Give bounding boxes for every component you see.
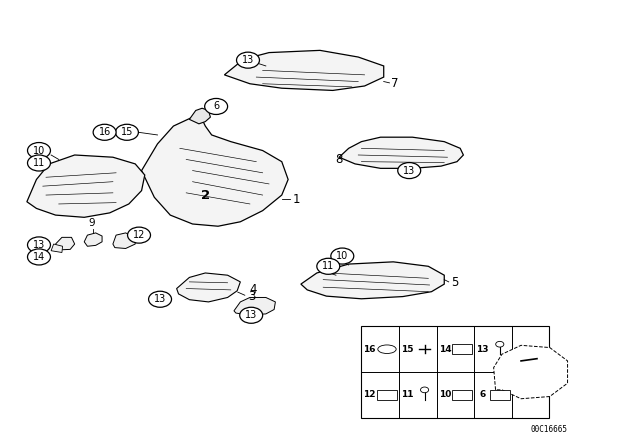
Polygon shape [141,117,288,226]
Bar [377,390,397,400]
Circle shape [28,142,51,159]
Polygon shape [27,155,145,217]
Polygon shape [225,50,384,90]
Text: 10: 10 [336,251,348,261]
Text: 1: 1 [292,193,300,206]
Polygon shape [84,233,102,246]
Circle shape [115,124,138,140]
Polygon shape [493,345,568,399]
Text: 10: 10 [438,390,451,399]
Text: 16: 16 [99,127,111,137]
Text: 6: 6 [479,390,486,399]
Text: 3: 3 [248,289,255,303]
Text: 13: 13 [33,240,45,250]
Bar [452,390,472,400]
Text: 00C16665: 00C16665 [531,425,568,434]
Bar [490,390,510,400]
Circle shape [397,163,420,179]
Polygon shape [113,233,135,249]
Circle shape [317,258,340,274]
Text: 13: 13 [242,55,254,65]
Bar [362,327,549,418]
Polygon shape [301,262,444,299]
Circle shape [28,155,51,171]
Text: 6: 6 [213,101,219,112]
Circle shape [127,227,150,243]
Circle shape [28,249,51,265]
Polygon shape [51,244,63,253]
Text: 7: 7 [392,77,399,90]
Circle shape [331,248,354,264]
Polygon shape [189,108,211,124]
Text: 11: 11 [322,261,335,271]
Circle shape [148,291,172,307]
Circle shape [93,124,116,140]
Text: 14: 14 [438,345,451,354]
Text: 13: 13 [245,310,257,320]
Polygon shape [234,297,275,315]
Text: 13: 13 [154,294,166,304]
Polygon shape [177,273,241,302]
Text: 13: 13 [476,345,489,354]
Circle shape [420,387,429,393]
Circle shape [28,237,51,253]
Text: 4: 4 [250,283,257,296]
Polygon shape [339,137,463,168]
Circle shape [205,99,228,115]
Text: 2: 2 [201,189,210,202]
Text: 15: 15 [401,345,413,354]
Text: 5: 5 [451,276,458,289]
Text: 15: 15 [121,127,133,137]
Text: 16: 16 [364,345,376,354]
Text: 10: 10 [33,146,45,155]
Text: 8: 8 [335,153,343,166]
Text: 12: 12 [364,390,376,399]
Text: 11: 11 [33,158,45,168]
Circle shape [237,52,259,68]
Text: 9: 9 [88,219,95,228]
Polygon shape [56,237,75,250]
Ellipse shape [378,345,396,353]
Text: 14: 14 [33,252,45,262]
Bar [452,344,472,354]
Circle shape [496,341,504,347]
Text: 11: 11 [401,390,413,399]
Text: 13: 13 [403,166,415,176]
Circle shape [240,307,262,323]
Text: 12: 12 [133,230,145,240]
